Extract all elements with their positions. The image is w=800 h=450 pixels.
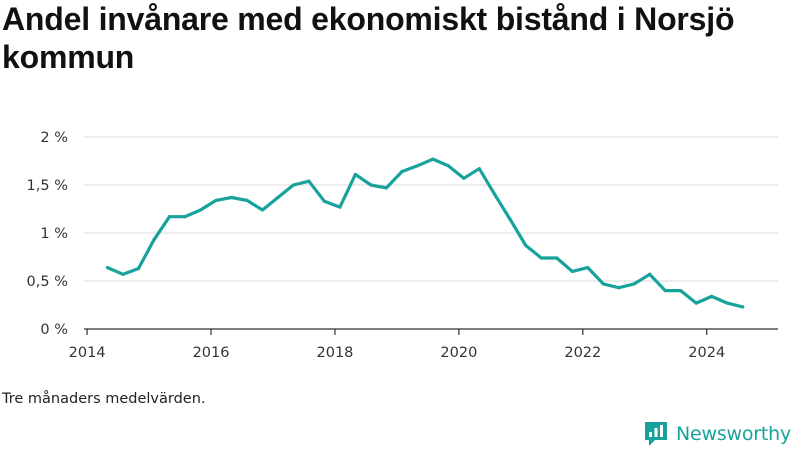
data-point <box>415 164 419 168</box>
data-point <box>431 157 435 161</box>
data-point <box>570 269 574 273</box>
x-tick-label: 2016 <box>193 345 230 361</box>
data-point <box>245 198 249 202</box>
data-point <box>617 286 621 290</box>
data-point <box>694 301 698 305</box>
y-axis-ticks: 0 % 0,5 % 1 % 1,5 % 2 % <box>27 130 68 338</box>
data-point <box>555 256 559 260</box>
y-tick-label: 1 % <box>40 226 68 242</box>
data-point <box>121 272 125 276</box>
data-point <box>601 282 605 286</box>
data-point <box>136 266 141 271</box>
x-tick-label: 2018 <box>317 345 354 361</box>
y-tick-label: 0,5 % <box>27 274 68 290</box>
data-point <box>322 199 327 203</box>
series-line <box>105 157 745 309</box>
data-point <box>493 193 497 197</box>
data-point <box>663 289 667 293</box>
data-point <box>648 272 652 276</box>
x-tick-label: 2020 <box>440 345 477 361</box>
data-point <box>524 243 528 248</box>
brand-name: Newsworthy <box>676 423 792 445</box>
data-point <box>214 198 218 202</box>
data-point <box>307 179 311 183</box>
footnote: Tre månaders medelvärden. <box>2 391 206 407</box>
data-point <box>276 195 280 200</box>
data-point <box>539 256 543 260</box>
data-point <box>400 169 404 174</box>
data-point <box>105 265 110 270</box>
data-point <box>229 195 234 200</box>
y-tick-label: 2 % <box>40 130 68 146</box>
data-point <box>198 208 203 212</box>
data-point <box>725 301 729 305</box>
newsworthy-logo-icon <box>645 422 667 446</box>
grid-lines <box>84 136 778 282</box>
data-point <box>632 282 636 286</box>
chart-title: Andel invånare med ekonomiskt bistånd i … <box>2 1 735 75</box>
y-tick-label: 1,5 % <box>27 178 68 194</box>
data-point <box>338 205 342 209</box>
y-tick-label: 0 % <box>40 322 68 338</box>
data-point <box>291 183 296 187</box>
data-point <box>384 186 388 190</box>
data-point <box>462 176 466 180</box>
data-point <box>369 183 373 187</box>
data-point <box>586 265 590 270</box>
brand-logo[interactable]: Newsworthy <box>643 419 791 449</box>
data-point <box>477 167 481 171</box>
x-tick-label: 2022 <box>564 345 601 361</box>
data-point <box>446 164 450 168</box>
x-tick-label: 2024 <box>688 345 725 361</box>
data-point <box>508 217 512 222</box>
x-tick-label: 2014 <box>69 345 106 361</box>
data-point <box>679 289 683 293</box>
series-layer <box>105 157 745 309</box>
x-axis: 2014 2016 2018 2020 2022 2024 <box>69 328 778 361</box>
data-point <box>260 208 265 212</box>
data-point <box>353 172 358 177</box>
data-point <box>167 215 172 219</box>
data-point <box>152 238 156 242</box>
data-point <box>741 305 745 309</box>
data-point <box>710 294 714 298</box>
data-point <box>183 215 187 219</box>
